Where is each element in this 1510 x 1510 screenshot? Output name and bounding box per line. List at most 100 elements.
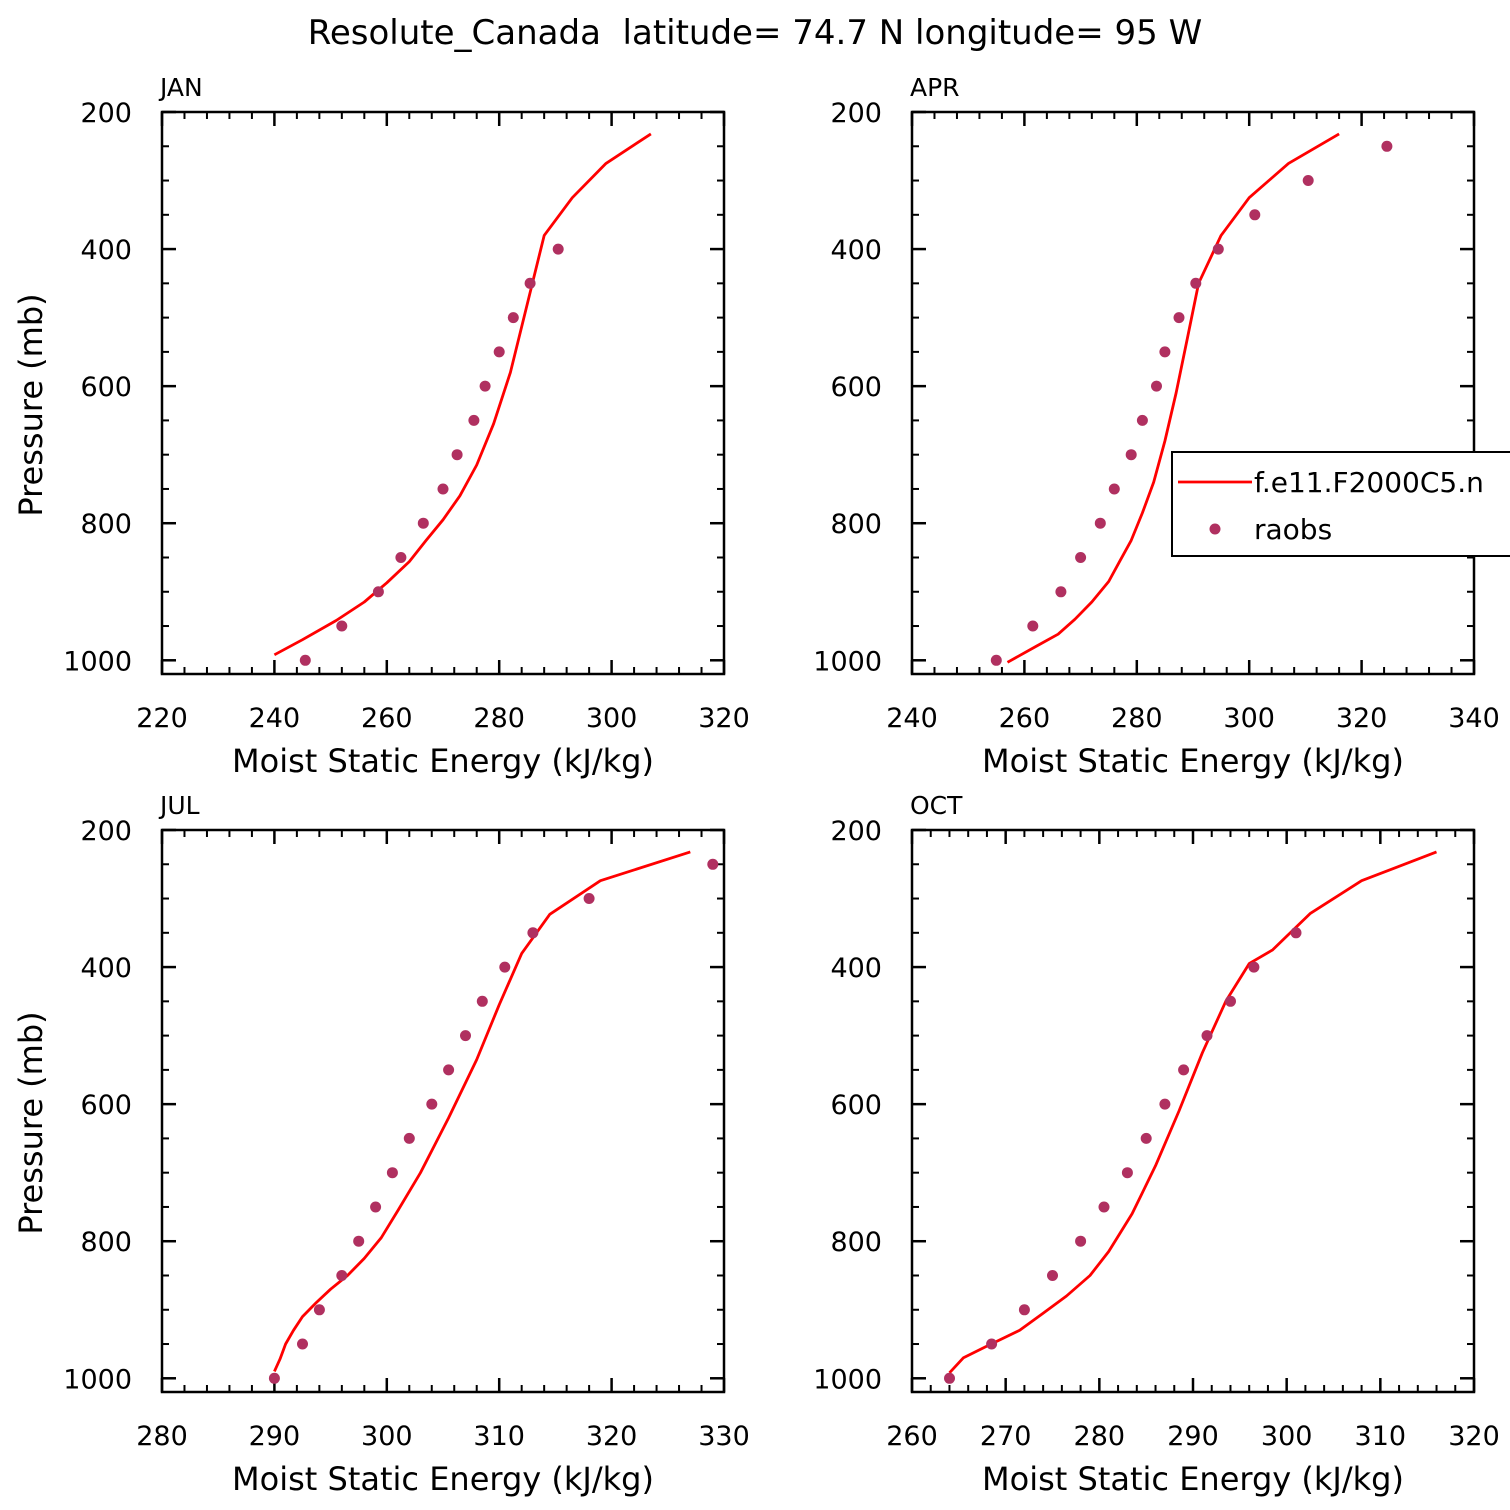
raobs-point [1075, 1235, 1087, 1247]
y-tick-label: 1000 [63, 1364, 132, 1395]
y-tick-label: 1000 [813, 646, 882, 677]
raobs-point [443, 1064, 455, 1076]
panel-oct: OCT 260 270 280 290 300 310 320 200 400 600 800 1000… [813, 791, 1499, 1498]
y-tick-label: 1000 [813, 1364, 882, 1395]
y-tick-label: 1000 [63, 646, 132, 677]
raobs-point [1075, 552, 1087, 563]
raobs-point [1125, 449, 1137, 461]
x-tick-label: 310 [1355, 1421, 1407, 1452]
raobs-point [476, 995, 488, 1007]
raobs-point [493, 346, 505, 358]
raobs-point [1173, 312, 1185, 324]
raobs-point [507, 312, 519, 324]
x-tick-label: 270 [980, 1421, 1032, 1452]
y-axis-label: Pressure (mb) [12, 293, 50, 516]
x-axis-label: Moist Static Energy (kJ/kg) [232, 1460, 654, 1498]
legend-obs-swatch [1209, 523, 1221, 535]
raobs-point [552, 243, 564, 255]
x-tick-label: 280 [1074, 1421, 1126, 1452]
raobs-point [1018, 1304, 1030, 1316]
x-tick-label: 320 [1336, 703, 1388, 734]
y-tick-label: 400 [80, 235, 132, 266]
raobs-point [524, 277, 536, 289]
raobs-point [426, 1098, 438, 1110]
raobs-point [1302, 175, 1314, 186]
raobs-point [1190, 277, 1202, 289]
raobs-point [1047, 1270, 1058, 1281]
raobs-point [990, 654, 1002, 666]
raobs-point [1027, 620, 1039, 632]
raobs-point [944, 1372, 955, 1384]
legend: f.e11.F2000C5.n raobs [1171, 451, 1510, 557]
raobs-point [986, 1338, 998, 1350]
x-tick-label: 300 [1223, 703, 1275, 734]
raobs-point [479, 380, 491, 392]
x-tick-label: 330 [698, 1421, 750, 1452]
raobs-point [336, 1270, 348, 1281]
raobs-point [468, 414, 480, 426]
x-axis-label: Moist Static Energy (kJ/kg) [982, 742, 1404, 780]
y-tick-label: 800 [80, 1227, 132, 1258]
raobs-point [395, 552, 407, 563]
x-tick-label: 300 [586, 703, 638, 734]
x-tick-label: 240 [249, 703, 301, 734]
raobs-point [1249, 209, 1261, 221]
y-tick-label: 400 [80, 953, 132, 984]
y-tick-label: 200 [80, 98, 132, 129]
plot-area [944, 850, 1438, 1384]
raobs-point [403, 1132, 415, 1144]
plot-area [990, 132, 1393, 666]
raobs-point [1140, 1132, 1152, 1144]
model-profile-line [1006, 132, 1340, 664]
raobs-point [313, 1304, 325, 1316]
raobs-point [460, 1030, 471, 1042]
plot-area [268, 850, 719, 1384]
raobs-point [437, 483, 449, 495]
raobs-point [1098, 1201, 1110, 1213]
raobs-point [417, 517, 429, 529]
x-tick-label: 280 [136, 1421, 188, 1452]
x-axis-label: Moist Static Energy (kJ/kg) [232, 742, 654, 780]
legend-obs-label: raobs [1254, 513, 1332, 546]
x-tick-label: 280 [473, 703, 525, 734]
model-profile-line [273, 850, 691, 1372]
x-tick-label: 300 [1261, 1421, 1313, 1452]
y-tick-label: 200 [830, 816, 882, 847]
x-tick-label: 240 [886, 703, 938, 734]
raobs-point [1212, 243, 1224, 255]
raobs-point [353, 1235, 365, 1247]
raobs-point [297, 1338, 308, 1350]
y-tick-label: 200 [80, 816, 132, 847]
legend-model-label: f.e11.F2000C5.n [1254, 466, 1484, 499]
y-tick-label: 800 [830, 1227, 882, 1258]
raobs-point [451, 449, 463, 461]
panel-label: OCT [910, 791, 963, 820]
x-tick-label: 260 [886, 1421, 938, 1452]
raobs-point [499, 961, 511, 973]
figure-title: Resolute_Canada latitude= 74.7 N longitu… [308, 13, 1202, 53]
x-tick-label: 260 [999, 703, 1051, 734]
panel-jan: JAN 220 240 260 280 300 320 200 400 600 800 1000 Moi… [12, 73, 750, 780]
y-tick-label: 800 [830, 509, 882, 540]
raobs-point [1108, 483, 1120, 495]
legend-box [1171, 451, 1510, 557]
x-tick-label: 310 [473, 1421, 525, 1452]
plot-frame [160, 828, 726, 1394]
plot-frame [160, 110, 726, 676]
model-profile-line [948, 850, 1438, 1374]
x-tick-label: 300 [361, 1421, 413, 1452]
raobs-point [1136, 414, 1148, 426]
x-tick-label: 340 [1448, 703, 1500, 734]
raobs-point [1094, 517, 1106, 529]
raobs-point [1151, 380, 1162, 392]
raobs-point [1381, 140, 1393, 152]
x-tick-label: 280 [1111, 703, 1163, 734]
raobs-point [299, 654, 311, 666]
x-tick-label: 290 [1167, 1421, 1219, 1452]
panels: JAN 220 240 260 280 300 320 200 400 600 800 1000 Moi… [12, 73, 1500, 1498]
raobs-point [1201, 1030, 1213, 1042]
plot-frame [910, 110, 1476, 676]
y-tick-label: 400 [830, 235, 882, 266]
raobs-point [1248, 961, 1260, 973]
